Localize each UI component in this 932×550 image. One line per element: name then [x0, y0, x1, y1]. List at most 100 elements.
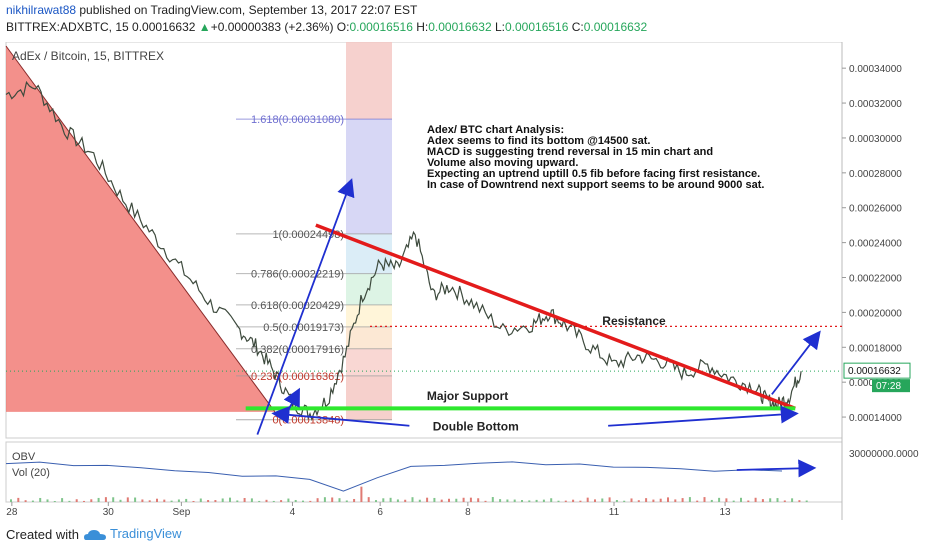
y-tick-label: 0.00022000 — [849, 274, 902, 285]
high-label: H: — [416, 20, 429, 34]
volume-bar — [411, 497, 414, 502]
analysis-note-line: Volume also moving upward. — [427, 157, 578, 169]
fib-band — [346, 326, 392, 349]
y-tick-label: 0.00032000 — [849, 99, 902, 110]
volume-bar — [104, 497, 107, 502]
volume-bar — [776, 498, 779, 502]
uptrend-arrow — [256, 178, 355, 435]
volume-bar — [221, 498, 224, 502]
volume-bar — [272, 500, 275, 502]
volume-bar — [637, 500, 640, 502]
volume-bar — [477, 498, 480, 502]
volume-bar — [119, 499, 122, 502]
low-label: L: — [494, 20, 505, 34]
volume-bar — [725, 498, 728, 502]
volume-bar — [389, 497, 392, 502]
countdown-box — [872, 379, 910, 393]
volume-bar — [170, 500, 173, 502]
footer: Created with TradingView — [0, 520, 932, 550]
last-price-box — [843, 362, 911, 379]
volume-bar — [426, 497, 429, 502]
breakout-arrow — [771, 330, 821, 395]
analysis-note-line: Adex seems to find its bottom @14500 sat… — [427, 135, 650, 147]
volume-bar — [353, 498, 356, 502]
obv-line — [5, 461, 783, 492]
countdown-label: 07:28 — [876, 381, 901, 392]
volume-bar — [484, 500, 487, 502]
volume-bar — [521, 500, 523, 502]
volume-bar — [769, 498, 772, 502]
volume-bar — [338, 498, 341, 502]
volume-bar — [579, 500, 582, 502]
volume-bar — [703, 497, 706, 502]
y-tick-label: 0.00030000 — [849, 134, 902, 145]
volume-bar — [404, 499, 407, 502]
double-bottom-left-arrow — [271, 405, 410, 427]
tradingview-brand: TradingView — [110, 526, 182, 541]
volume-bar — [491, 497, 494, 502]
volume-bar — [316, 498, 319, 502]
y-tick-label: 0.00026000 — [849, 204, 902, 215]
volume-bar — [360, 486, 363, 502]
volume-bar — [528, 500, 531, 502]
volume-bar — [134, 497, 137, 502]
volume-bar — [601, 498, 604, 502]
volume-bar — [440, 499, 443, 502]
volume-bar — [572, 499, 575, 502]
fib-band — [346, 375, 392, 420]
fib-band-top — [346, 42, 392, 120]
author-link[interactable]: nikhilrawat88 — [6, 3, 77, 17]
volume-bar — [623, 500, 626, 502]
volume-bar — [112, 497, 115, 502]
volume-bar — [331, 497, 334, 502]
fib-level-label: 0.236(0.00016361) — [251, 371, 344, 383]
volume-bar — [367, 497, 370, 502]
symbol-label: BITTREX:ADXBTC, 15 — [6, 20, 129, 34]
volume-bar — [287, 498, 290, 502]
y-tick-label: 0.00020000 — [849, 308, 902, 319]
volume-bar — [418, 499, 421, 502]
open-label: O: — [336, 20, 350, 34]
volume-bar — [696, 500, 699, 502]
volume-bar — [126, 497, 129, 502]
volume-bar — [747, 500, 750, 502]
volume-bar — [10, 499, 12, 502]
volume-bar — [243, 498, 246, 502]
chart-area[interactable]: 1.618(0.00031080) 1(0.00024498) 0.786(0.00… — [0, 41, 932, 520]
volume-bar — [455, 498, 458, 502]
volume-bar — [199, 498, 202, 502]
indicator-axis-label: 30000000.0000 — [849, 449, 919, 460]
volume-bar — [250, 498, 253, 502]
volume-bar — [53, 500, 56, 502]
double-bottom-label: Double Bottom — [433, 419, 519, 433]
volume-bar — [783, 500, 786, 502]
chart-legend-title: AdEx / Bitcoin, 15, BITTREX — [12, 49, 164, 63]
volume-bar — [396, 499, 399, 502]
volume-bar — [68, 500, 71, 502]
volume-bar — [382, 498, 385, 502]
volume-bar — [214, 500, 217, 502]
volume-bar — [659, 498, 662, 502]
volume-bar — [535, 499, 538, 502]
x-tick-label: 30 — [103, 507, 115, 518]
volume-bar — [163, 499, 166, 502]
volume-bar — [294, 499, 297, 502]
fib-level-label: 0.786(0.00022219) — [251, 269, 344, 281]
price-chart-svg[interactable]: 1.618(0.00031080) 1(0.00024498) 0.786(0.00… — [0, 41, 932, 520]
major-support-label: Major Support — [427, 389, 508, 403]
volume-bar — [258, 500, 261, 502]
volume-bar — [469, 497, 472, 502]
volume-bar — [265, 499, 268, 502]
volume-bar — [718, 497, 721, 502]
x-tick-label: 6 — [377, 507, 383, 518]
volume-bar — [586, 497, 589, 502]
volume-bar — [710, 499, 713, 502]
volume-bar — [791, 498, 794, 502]
tradingview-cloud-icon — [84, 529, 106, 540]
tradingview-link[interactable]: TradingView — [84, 526, 182, 541]
analysis-note-line: In case of Downtrend next support seems … — [427, 179, 764, 191]
high-value: 0.00016632 — [428, 20, 492, 34]
x-tick-label: 11 — [609, 507, 620, 518]
y-tick-label: 0.00028000 — [849, 169, 902, 180]
volume-bar — [688, 497, 691, 502]
